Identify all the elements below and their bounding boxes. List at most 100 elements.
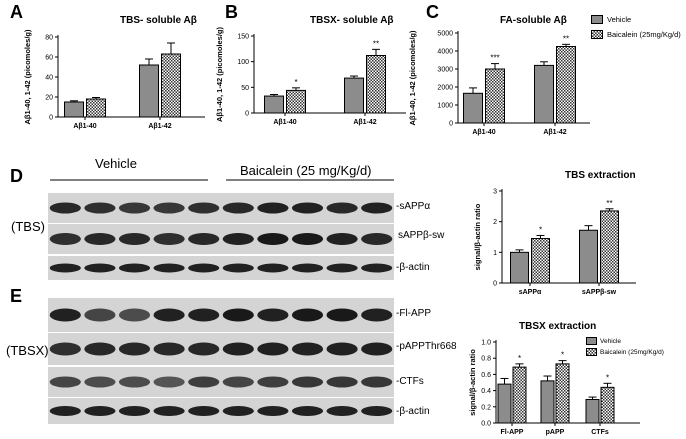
blot-band [153, 342, 185, 356]
blot-band [291, 202, 324, 214]
blot-strip-actin-tbsx [48, 398, 394, 424]
significance-mark: *** [490, 54, 499, 63]
panel-letter-a: A [10, 2, 23, 22]
y-axis-label: signal/β-actin ratio [473, 203, 482, 270]
legend-e-label-vehicle: Vehicle [600, 337, 621, 345]
blot-band [84, 406, 116, 416]
blot-band [222, 342, 254, 356]
y-tick-label: 2000 [437, 85, 453, 92]
legend-e: Vehicle Baicalein (25mg/Kg/d) [586, 336, 664, 357]
y-axis-label: Aβ1-40, 1-42 (picomoles/g) [215, 26, 224, 122]
legend-item-vehicle: Vehicle [591, 13, 681, 25]
category-label: sAPPβ-sw [582, 289, 617, 296]
y-tick-label: 4000 [437, 49, 453, 56]
bar-a-baicalein-0 [86, 98, 106, 118]
blot-band [257, 376, 289, 388]
legend-e-item-baicalein: Baicalein (25mg/Kg/d) [586, 347, 664, 357]
panel-letter-c: C [426, 2, 439, 22]
blot-label-ctfs: -CTFs [396, 376, 424, 387]
blot-band [118, 342, 151, 356]
blot-label-papp: -pAPPThr668 [396, 341, 457, 352]
blot-band [257, 233, 289, 245]
chart-b: TBSX- soluble Aβ 0 50 100 150 Aβ1-40, 1-42 (p… [215, 15, 406, 126]
bar-e-baicalein-1 [555, 363, 570, 424]
blot-band [118, 376, 151, 388]
blot-band [222, 406, 254, 416]
significance-mark: * [539, 225, 542, 234]
bar-b-baicalein-1 [366, 55, 386, 114]
bar-a-vehicle-0 [64, 101, 84, 118]
blot-band [153, 233, 185, 245]
bar-e-baicalein-0 [512, 366, 527, 424]
y-tick-label: 2 [493, 219, 497, 226]
blot-band [188, 376, 220, 388]
significance-mark: ** [373, 39, 379, 48]
blot-band [49, 342, 81, 356]
bar-d-vehicle-0 [510, 251, 529, 284]
bar-e-baicalein-2 [600, 386, 615, 424]
blot-band [84, 376, 116, 388]
blot-band [257, 202, 289, 214]
bar-d-baicalein-0 [531, 238, 550, 284]
category-label: Aβ1-40 [472, 129, 495, 136]
bar-e-vehicle-0 [497, 383, 512, 424]
blot-band [188, 263, 220, 273]
blot-label-sappb: sAPPβ-sw [398, 230, 445, 241]
significance-mark: ** [563, 34, 569, 43]
y-tick-label: 150 [237, 34, 249, 41]
blot-band [118, 233, 151, 245]
panel-letter-d: D [10, 166, 23, 186]
category-label: Aβ1-40 [73, 123, 96, 130]
bar-d-vehicle-1 [579, 229, 598, 284]
blot-band [49, 202, 81, 214]
y-tick-label: 100 [237, 59, 249, 66]
panel-letter-b: B [225, 2, 238, 22]
blot-band [291, 376, 324, 388]
legend-e-swatch-vehicle [586, 337, 597, 345]
y-tick-label: 20 [45, 95, 53, 102]
blot-strip-flapp [48, 298, 394, 332]
chart-c-title: FA-soluble Aβ [500, 15, 567, 26]
y-tick-label: 0 [245, 111, 249, 118]
blot-band [153, 406, 185, 416]
blot-band [222, 233, 254, 245]
blot-band [222, 376, 254, 388]
blot-band [361, 342, 393, 356]
blot-band [257, 342, 289, 356]
category-label: pAPP [546, 429, 565, 436]
blot-label-flapp: -Fl-APP [396, 308, 431, 319]
blot-band [49, 233, 81, 245]
blot-group-tbsx: (TBSX) [6, 343, 49, 358]
y-tick-label: 50 [241, 85, 249, 92]
blot-band [84, 263, 116, 273]
panel-letter-e: E [10, 286, 23, 306]
y-tick-label: 0.6 [481, 372, 491, 379]
blot-band [153, 376, 185, 388]
blot-band [361, 263, 393, 273]
chart-c: FA-soluble Aβ 0 1000 2000 3000 4000 5000 Aβ1-40… [408, 15, 590, 136]
blot-band [49, 406, 81, 416]
blot-label-sappa: -sAPPα [396, 201, 431, 212]
blot-band [84, 233, 116, 245]
legend-e-swatch-baicalein [586, 348, 597, 356]
blot-band [153, 263, 185, 273]
blot-band [257, 308, 289, 322]
bar-c-vehicle-0 [463, 92, 483, 124]
blot-band [188, 202, 220, 214]
bar-d-baicalein-1 [600, 210, 619, 284]
blot-group-tbs: (TBS) [11, 219, 45, 234]
blot-band [188, 308, 220, 322]
chart-a: TBS- soluble Aβ 0 20 40 60 80 Aβ1-40, 1-42 (pi… [23, 15, 205, 130]
legend-label-baicalein: Baicalein (25mg/Kg/d) [607, 29, 681, 39]
y-axis-label: Aβ1-40, 1-42 (picomoles/g) [23, 29, 32, 125]
y-axis-label: signal/β-actin ratio [468, 349, 477, 416]
chart-d-title: TBS extraction [565, 170, 636, 181]
blot-band [361, 233, 393, 245]
category-label: Aβ1-42 [543, 129, 566, 136]
y-tick-label: 1000 [437, 103, 453, 110]
blot-band [153, 308, 185, 322]
blot-band [326, 308, 358, 322]
chart-a-title: TBS- soluble Aβ [120, 15, 197, 26]
blot-strip-sappa [48, 193, 394, 223]
legend-item-baicalein: Baicalein (25mg/Kg/d) [591, 28, 681, 40]
